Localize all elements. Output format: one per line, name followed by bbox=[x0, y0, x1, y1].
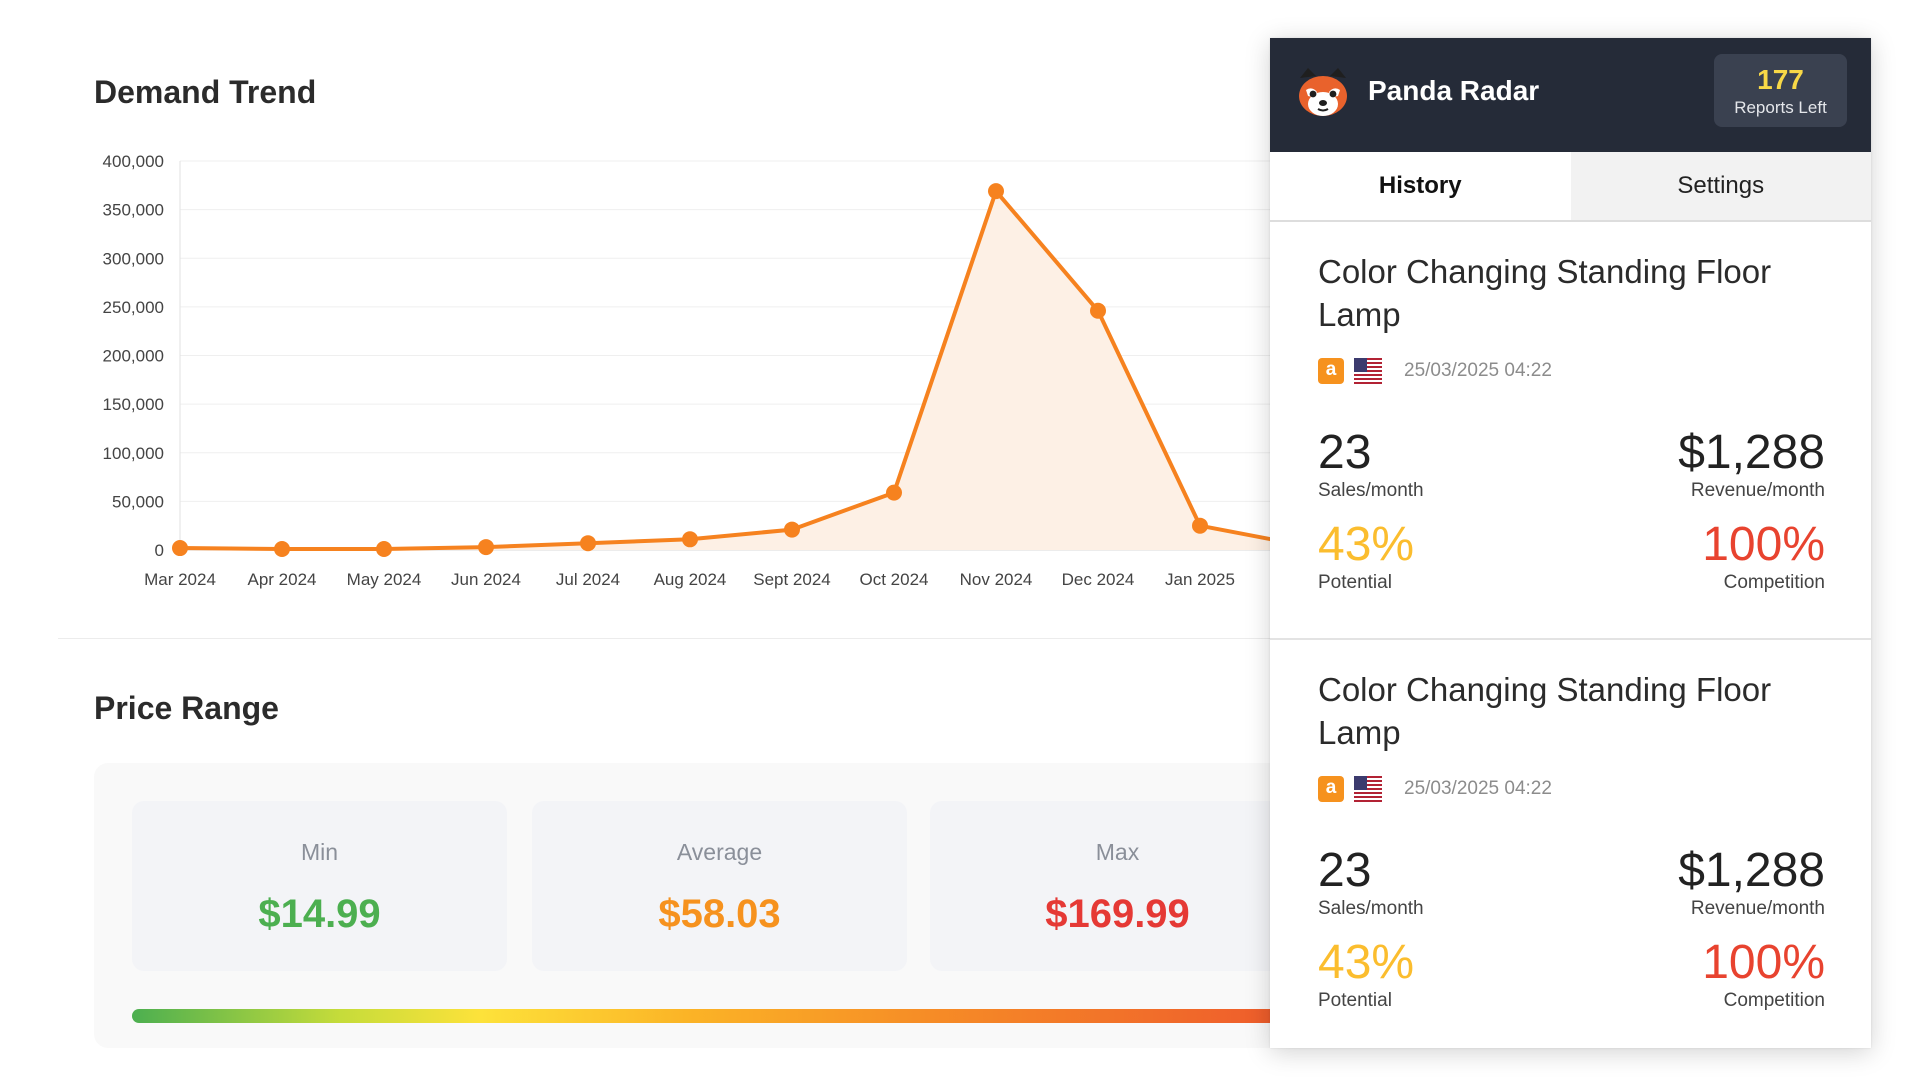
x-tick-label: Apr 2024 bbox=[248, 570, 317, 589]
panel-header: Panda Radar 177 Reports Left bbox=[1270, 38, 1871, 152]
price-average-card: Average $58.03 bbox=[532, 801, 907, 971]
x-tick-label: Jan 2025 bbox=[1165, 570, 1235, 589]
brand-name: Panda Radar bbox=[1368, 75, 1540, 106]
x-tick-label: Aug 2024 bbox=[654, 570, 727, 589]
revenue-value: $1,288 bbox=[1678, 844, 1825, 897]
history-card[interactable]: Color Changing Standing Floor Lamp a 25/… bbox=[1270, 222, 1871, 640]
competition-stat: 100% Competition bbox=[1702, 936, 1825, 1012]
price-max-card: Max $169.99 bbox=[930, 801, 1305, 971]
red-panda-logo-icon bbox=[1299, 68, 1347, 116]
product-title[interactable]: Color Changing Standing Floor Lamp bbox=[1318, 671, 1772, 751]
product-meta: a 25/03/2025 04:22 bbox=[1318, 358, 1552, 384]
us-flag-icon bbox=[1354, 776, 1382, 802]
sales-value: 23 bbox=[1318, 426, 1372, 479]
y-tick-label: 0 bbox=[155, 541, 164, 560]
potential-value: 43% bbox=[1318, 936, 1415, 989]
data-point[interactable] bbox=[1090, 302, 1106, 319]
tab-bar: History Settings bbox=[1270, 152, 1871, 222]
product-title[interactable]: Color Changing Standing Floor Lamp bbox=[1318, 253, 1772, 333]
demand-trend-chart: 0 50,000 100,000 150,000 200,000 250,000 300,0… bbox=[103, 152, 1308, 589]
series-area bbox=[180, 191, 1302, 550]
data-point[interactable] bbox=[1192, 517, 1208, 534]
competition-label: Competition bbox=[1723, 572, 1825, 593]
report-date: 25/03/2025 04:22 bbox=[1404, 360, 1552, 381]
reports-left-label: Reports Left bbox=[1734, 98, 1827, 117]
potential-value: 43% bbox=[1318, 518, 1415, 571]
history-card[interactable]: Color Changing Standing Floor Lamp a 25/… bbox=[1270, 640, 1871, 1058]
revenue-stat: $1,288 Revenue/month bbox=[1678, 844, 1825, 920]
y-tick-label: 100,000 bbox=[103, 444, 164, 463]
sales-stat: 23 Sales/month bbox=[1318, 844, 1424, 920]
data-point[interactable] bbox=[478, 539, 494, 556]
price-average-label: Average bbox=[676, 839, 763, 865]
x-tick-label: Oct 2024 bbox=[860, 570, 929, 589]
x-tick-label: Mar 2024 bbox=[144, 570, 216, 589]
data-point[interactable] bbox=[274, 541, 290, 558]
y-tick-label: 250,000 bbox=[103, 298, 164, 317]
price-min-label: Min bbox=[300, 839, 339, 865]
price-min-card: Min $14.99 bbox=[132, 801, 507, 971]
reports-left-badge: 177 Reports Left bbox=[1714, 54, 1847, 127]
competition-label: Competition bbox=[1723, 990, 1825, 1011]
x-tick-label: Sept 2024 bbox=[753, 570, 831, 589]
price-max-value: $169.99 bbox=[1045, 892, 1190, 936]
revenue-label: Revenue/month bbox=[1690, 480, 1825, 501]
data-point[interactable] bbox=[784, 521, 800, 538]
y-tick-label: 50,000 bbox=[112, 492, 164, 511]
data-point[interactable] bbox=[886, 484, 902, 501]
reports-left-count: 177 bbox=[1757, 64, 1804, 95]
data-point[interactable] bbox=[376, 541, 392, 558]
revenue-stat: $1,288 Revenue/month bbox=[1678, 426, 1825, 502]
sales-value: 23 bbox=[1318, 844, 1372, 897]
y-tick-label: 400,000 bbox=[103, 152, 164, 171]
panda-radar-panel: Panda Radar 177 Reports Left History Set… bbox=[1270, 38, 1871, 1048]
price-gradient-bar bbox=[132, 1009, 1294, 1023]
competition-value: 100% bbox=[1702, 518, 1825, 571]
amazon-icon: a bbox=[1318, 358, 1344, 384]
report-date: 25/03/2025 04:22 bbox=[1404, 778, 1552, 799]
amazon-icon: a bbox=[1318, 776, 1344, 802]
price-max-label: Max bbox=[1095, 839, 1140, 865]
sales-label: Sales/month bbox=[1318, 898, 1424, 919]
revenue-label: Revenue/month bbox=[1690, 898, 1825, 919]
demand-trend-title: Demand Trend bbox=[94, 74, 317, 110]
y-tick-label: 300,000 bbox=[103, 249, 164, 268]
x-tick-label: Jul 2024 bbox=[556, 570, 620, 589]
potential-stat: 43% Potential bbox=[1318, 936, 1414, 1012]
y-tick-label: 350,000 bbox=[103, 201, 164, 220]
potential-label: Potential bbox=[1318, 572, 1392, 593]
tab-settings[interactable]: Settings bbox=[1570, 152, 1871, 220]
price-range-panel: Min $14.99 Average $58.03 Max $169.99 bbox=[94, 763, 1305, 1048]
data-point[interactable] bbox=[988, 183, 1004, 200]
x-tick-label: May 2024 bbox=[347, 570, 422, 589]
y-tick-label: 150,000 bbox=[103, 395, 164, 414]
competition-stat: 100% Competition bbox=[1702, 518, 1825, 594]
potential-label: Potential bbox=[1318, 990, 1392, 1011]
section-divider bbox=[58, 638, 1278, 639]
sales-label: Sales/month bbox=[1318, 480, 1424, 501]
data-point[interactable] bbox=[172, 540, 188, 557]
data-point[interactable] bbox=[580, 535, 596, 552]
price-average-value: $58.03 bbox=[658, 892, 781, 936]
y-tick-label: 200,000 bbox=[103, 347, 164, 366]
potential-stat: 43% Potential bbox=[1318, 518, 1414, 594]
price-range-title: Price Range bbox=[94, 690, 279, 726]
product-meta: a 25/03/2025 04:22 bbox=[1318, 776, 1552, 802]
price-min-value: $14.99 bbox=[258, 892, 381, 936]
x-tick-label: Dec 2024 bbox=[1062, 570, 1135, 589]
us-flag-icon bbox=[1354, 358, 1382, 384]
x-tick-label: Jun 2024 bbox=[451, 570, 521, 589]
competition-value: 100% bbox=[1702, 936, 1825, 989]
data-point[interactable] bbox=[682, 531, 698, 548]
revenue-value: $1,288 bbox=[1678, 426, 1825, 479]
tab-history[interactable]: History bbox=[1270, 152, 1571, 220]
sales-stat: 23 Sales/month bbox=[1318, 426, 1424, 502]
x-tick-label: Nov 2024 bbox=[960, 570, 1033, 589]
series-line bbox=[178, 189, 1304, 552]
